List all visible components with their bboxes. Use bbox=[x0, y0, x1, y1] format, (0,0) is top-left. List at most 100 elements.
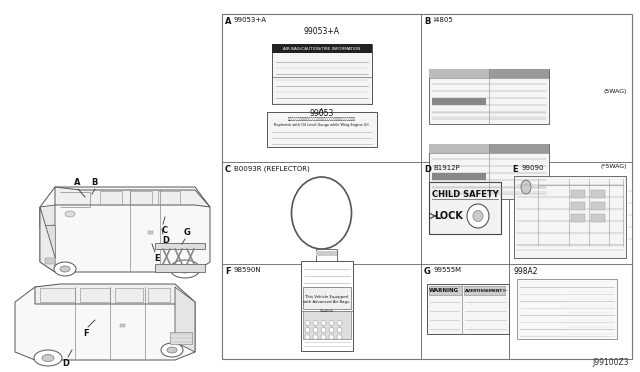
Text: ►: ► bbox=[503, 288, 507, 292]
Text: B: B bbox=[424, 17, 430, 26]
Ellipse shape bbox=[34, 350, 62, 366]
Bar bbox=[517, 279, 617, 339]
Bar bbox=[429, 144, 489, 153]
Bar bbox=[130, 191, 152, 204]
Circle shape bbox=[329, 327, 334, 333]
Text: AIR BAG/CAUTION/TIRE INFORMATION: AIR BAG/CAUTION/TIRE INFORMATION bbox=[283, 46, 360, 51]
Bar bbox=[429, 182, 501, 234]
Text: D: D bbox=[424, 165, 431, 174]
Ellipse shape bbox=[521, 180, 531, 194]
Ellipse shape bbox=[179, 265, 191, 273]
Bar bbox=[148, 231, 153, 234]
Bar bbox=[432, 173, 486, 180]
Text: A: A bbox=[225, 17, 232, 26]
Bar bbox=[40, 288, 75, 302]
Text: (*5WAG): (*5WAG) bbox=[600, 164, 627, 169]
Polygon shape bbox=[55, 187, 210, 207]
Bar bbox=[464, 286, 506, 295]
Circle shape bbox=[305, 321, 310, 326]
Ellipse shape bbox=[167, 347, 177, 353]
Bar bbox=[571, 202, 585, 210]
Text: C: C bbox=[162, 226, 168, 235]
Text: 99053: 99053 bbox=[309, 109, 333, 119]
Text: E: E bbox=[512, 165, 518, 174]
Bar bbox=[155, 243, 205, 249]
Text: F: F bbox=[225, 267, 230, 276]
Text: D: D bbox=[162, 236, 169, 245]
Bar bbox=[429, 286, 462, 295]
Circle shape bbox=[321, 327, 326, 333]
Polygon shape bbox=[40, 205, 55, 227]
Polygon shape bbox=[175, 287, 195, 352]
Ellipse shape bbox=[291, 177, 351, 249]
Ellipse shape bbox=[42, 355, 54, 362]
Bar bbox=[591, 214, 605, 222]
Polygon shape bbox=[35, 284, 195, 304]
Text: J99100Z3: J99100Z3 bbox=[593, 358, 629, 367]
Bar bbox=[303, 287, 351, 309]
Text: G: G bbox=[184, 228, 191, 237]
Text: E: E bbox=[154, 254, 159, 263]
Text: (5WAG): (5WAG) bbox=[604, 89, 627, 94]
Text: D: D bbox=[62, 359, 69, 368]
Bar bbox=[155, 264, 205, 272]
Bar bbox=[432, 98, 486, 105]
Bar bbox=[489, 144, 549, 153]
Polygon shape bbox=[40, 187, 210, 272]
Text: エンジンオイル補充量はオイルレベルゲージの範囲内にしてください。: エンジンオイル補充量はオイルレベルゲージの範囲内にしてください。 bbox=[287, 117, 355, 121]
Text: B0093R (REFLECTOR): B0093R (REFLECTOR) bbox=[234, 165, 310, 171]
Circle shape bbox=[321, 334, 326, 340]
Text: B1912P: B1912P bbox=[433, 165, 460, 171]
Circle shape bbox=[329, 334, 334, 340]
Bar bbox=[40, 225, 55, 257]
Ellipse shape bbox=[170, 260, 200, 278]
Bar bbox=[271, 44, 371, 104]
Ellipse shape bbox=[467, 204, 489, 228]
Bar bbox=[266, 112, 376, 147]
Text: 98590N: 98590N bbox=[234, 267, 262, 273]
Bar bbox=[316, 249, 337, 261]
Bar bbox=[222, 14, 632, 359]
Text: AVERTISSEMENT: AVERTISSEMENT bbox=[465, 289, 504, 292]
Text: C: C bbox=[225, 165, 231, 174]
Bar bbox=[514, 176, 626, 258]
Circle shape bbox=[305, 334, 310, 340]
Text: 99090: 99090 bbox=[521, 165, 543, 171]
Bar bbox=[148, 288, 170, 302]
Bar bbox=[45, 258, 55, 264]
Bar bbox=[429, 69, 549, 124]
Ellipse shape bbox=[473, 211, 483, 221]
Text: 99053+A: 99053+A bbox=[234, 17, 267, 23]
Bar bbox=[489, 69, 549, 78]
Text: I4805: I4805 bbox=[433, 17, 452, 23]
Text: 99053+A: 99053+A bbox=[303, 28, 339, 36]
Bar bbox=[170, 332, 192, 344]
Bar bbox=[100, 191, 122, 204]
Ellipse shape bbox=[60, 266, 70, 272]
Bar bbox=[591, 202, 605, 210]
Ellipse shape bbox=[65, 211, 75, 217]
Circle shape bbox=[337, 327, 342, 333]
Polygon shape bbox=[40, 207, 55, 272]
Text: A: A bbox=[74, 178, 81, 187]
Bar bbox=[316, 251, 337, 256]
Circle shape bbox=[313, 334, 318, 340]
Circle shape bbox=[337, 321, 342, 326]
Text: F: F bbox=[83, 329, 88, 338]
Text: B: B bbox=[91, 178, 97, 187]
Bar bbox=[120, 324, 125, 327]
Text: WARNING: WARNING bbox=[429, 288, 460, 293]
Circle shape bbox=[321, 321, 326, 326]
Bar bbox=[301, 261, 353, 351]
Bar bbox=[115, 288, 143, 302]
Bar bbox=[427, 284, 509, 334]
Bar bbox=[80, 288, 110, 302]
Circle shape bbox=[313, 327, 318, 333]
Text: Replenish with Oil Level Gauge while Wing Engine Oil: Replenish with Oil Level Gauge while Win… bbox=[275, 123, 369, 127]
Circle shape bbox=[337, 334, 342, 340]
Circle shape bbox=[313, 321, 318, 326]
Circle shape bbox=[329, 321, 334, 326]
Bar bbox=[571, 190, 585, 198]
Text: This Vehicle Equipped: This Vehicle Equipped bbox=[305, 295, 348, 299]
Bar bbox=[158, 191, 180, 204]
